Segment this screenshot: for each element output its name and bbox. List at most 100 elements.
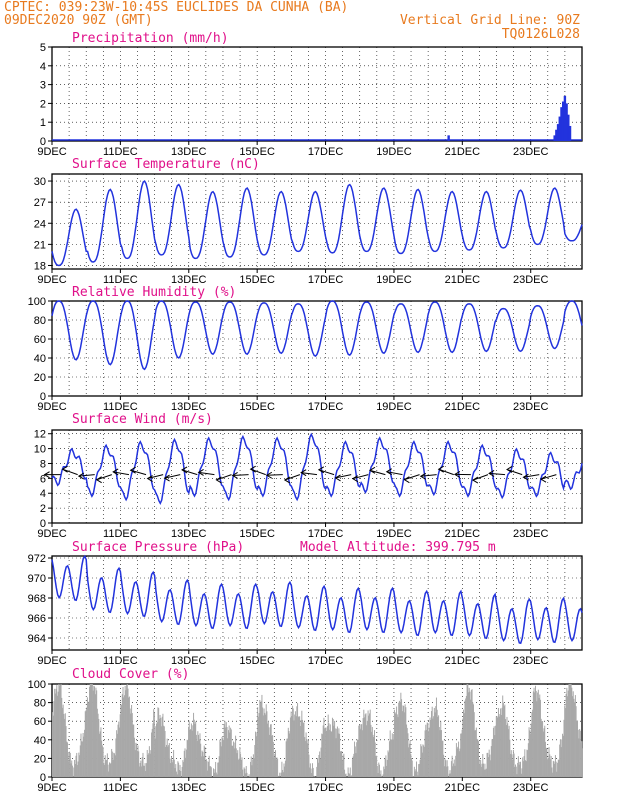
cloud-bar [480, 766, 482, 777]
cloud-bar [455, 755, 457, 777]
cloud-bar [373, 737, 375, 777]
cloud-bar [175, 771, 177, 777]
cloud-bar [216, 774, 218, 777]
cloud-bar [418, 763, 420, 777]
cloud-bar [376, 755, 378, 777]
cloud-bar [168, 743, 170, 777]
cloud-bar [93, 685, 95, 777]
cloud-bar [542, 731, 544, 777]
cloud-bar [63, 713, 65, 777]
cloud-bar [531, 712, 533, 777]
cloud-bar [324, 727, 326, 777]
cloud-bar [552, 760, 554, 777]
wind-vector-head [351, 475, 359, 483]
cloud-bar [206, 761, 208, 777]
wind-vector [523, 474, 540, 478]
cloud-bar [139, 762, 141, 777]
cloud-bar [184, 748, 186, 777]
cloud-bar [532, 691, 534, 777]
cloud-bar [190, 723, 192, 777]
cloud-bar [60, 684, 62, 777]
cloud-bar [351, 759, 353, 777]
cloud-bar [500, 714, 502, 777]
cloud-bar [496, 716, 498, 777]
cloud-bar [217, 762, 219, 777]
precipitation-xtick-label: 19DEC [376, 146, 412, 158]
cloud-bar [486, 752, 488, 777]
cloud-bar [295, 716, 297, 777]
cloud-bar [339, 751, 341, 777]
cloud-bar [255, 731, 257, 777]
cloud-bar [190, 729, 192, 777]
cloud-bar [141, 766, 143, 777]
wind-vector-head [403, 476, 410, 484]
cloud-bar [267, 721, 269, 777]
cloud-bar [56, 685, 58, 777]
cloud-bar [71, 765, 73, 777]
cloud-bar [131, 704, 133, 777]
cloud-bar [503, 706, 505, 777]
cloud-bar [505, 725, 507, 777]
cloud-bar [101, 740, 103, 777]
wind-vector-head [419, 472, 427, 480]
cloud-bar [360, 724, 362, 777]
cloud-bar [388, 752, 390, 777]
wind-xtick-label: 11DEC [103, 528, 138, 540]
cloud-bar [445, 766, 447, 777]
cloud-bar [510, 753, 512, 777]
cloud-bar [386, 759, 388, 777]
cloud-bar [266, 711, 268, 777]
cloud-bar [96, 708, 98, 777]
cloud-bar [248, 774, 250, 777]
cloud-bar [439, 730, 441, 777]
cloud-bar [234, 742, 236, 777]
cloud-bar [263, 708, 265, 777]
cloud-bar [357, 739, 359, 777]
pressure-xtick-label: 17DEC [308, 655, 344, 667]
cloud-bar [99, 733, 101, 777]
cloud-bar [467, 684, 469, 777]
cloud-bar [321, 734, 323, 777]
cloud-bar [361, 724, 363, 777]
cloud-bar [225, 722, 227, 777]
cloud-bar [101, 745, 103, 777]
cloud-bar [290, 711, 292, 777]
precipitation-panel: 0 1 2 3 4 5 9DEC 11DEC 13DEC 15DEC 17DEC 19DEC 21DEC… [37, 31, 583, 158]
cloud-bar [342, 755, 344, 777]
cloud-bar [340, 751, 342, 777]
cloud-bar [117, 724, 119, 777]
cloud-bar [374, 742, 376, 777]
cloud-bar [578, 738, 580, 777]
cloud-bar [403, 705, 405, 777]
cloud-bar [373, 730, 375, 777]
cloud-bar [407, 733, 409, 777]
humidity-xtick-label: 17DEC [308, 401, 344, 413]
precipitation-plot-frame [51, 46, 583, 142]
cloud-bar [465, 695, 467, 777]
cloud-bar [324, 728, 326, 777]
header-model-id: TQ0126L028 [502, 27, 580, 42]
cloud-bar [225, 727, 227, 777]
humidity-ytick-label: 0 [40, 391, 46, 403]
cloud-bar [477, 741, 479, 777]
wind-vector [198, 471, 215, 476]
cloud-bar [226, 727, 228, 777]
cloud-bar [155, 726, 157, 777]
cloud-bar [304, 737, 306, 777]
cloud-bar [236, 753, 238, 777]
cloud-bar [347, 767, 349, 777]
wind-vector [250, 468, 266, 476]
cloud-bar [181, 766, 183, 777]
cloud-bar [277, 758, 279, 777]
cloud-bar [455, 743, 457, 777]
cloud-bar [474, 730, 476, 777]
cloud-bar [542, 721, 544, 777]
cloud-bar [440, 730, 442, 777]
cloud-bar [353, 753, 355, 777]
cloud-bar [136, 743, 138, 777]
cloud-bar [434, 712, 436, 777]
temperature-xtick-label: 21DEC [445, 274, 481, 286]
cloud-bar [131, 713, 133, 777]
cloud-bar [333, 725, 335, 777]
cloud-bar [379, 774, 381, 777]
